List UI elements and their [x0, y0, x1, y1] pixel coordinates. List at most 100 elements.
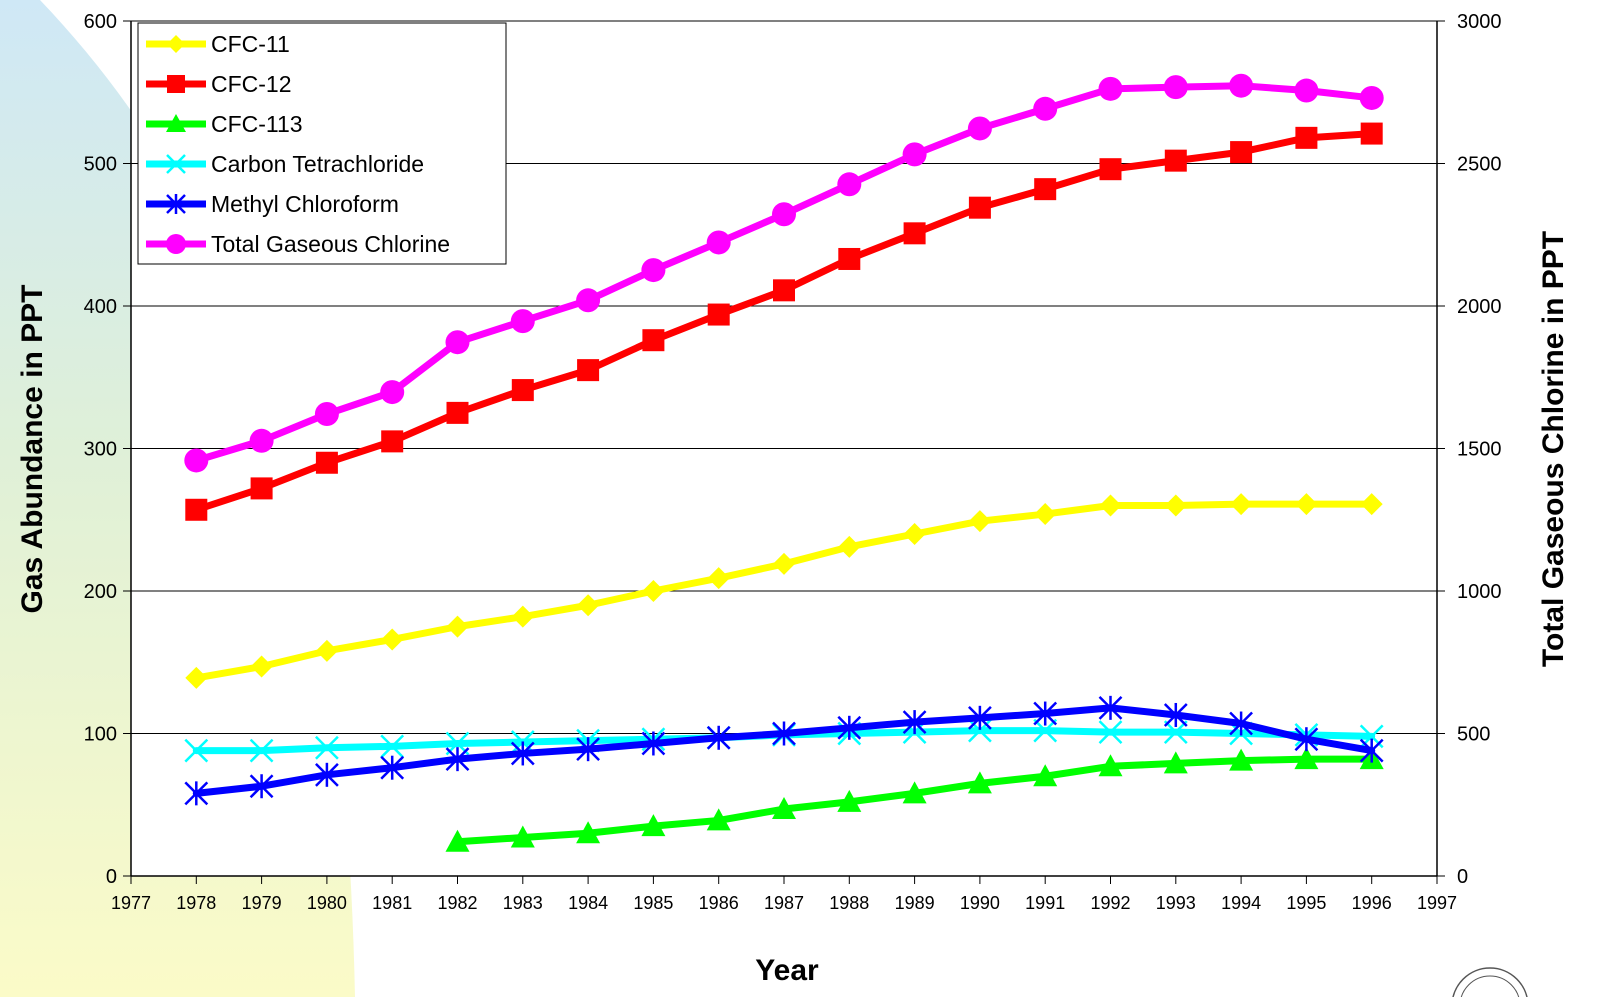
data-point: [1033, 764, 1058, 787]
y-tick-label: 600: [84, 11, 117, 33]
data-point: [968, 510, 991, 533]
data-point: [315, 639, 338, 662]
y2-tick-label: 2500: [1457, 154, 1502, 176]
y2-tick-label: 3000: [1457, 11, 1502, 33]
data-point: [1229, 748, 1254, 771]
data-point: [706, 230, 731, 255]
data-point: [249, 428, 274, 453]
legend-label: CFC-11: [211, 31, 290, 57]
legend-entry: CFC-11: [146, 31, 290, 57]
x-tick-label: 1990: [960, 893, 1000, 913]
data-point: [1163, 75, 1188, 100]
data-point: [380, 755, 405, 780]
data-point: [315, 762, 339, 787]
legend-label: CFC-12: [211, 71, 292, 97]
x-tick-label: 1996: [1352, 893, 1392, 913]
y-tick-label: 500: [84, 154, 117, 176]
x-tick-label: 1987: [764, 893, 804, 913]
x-tick-label: 1980: [307, 893, 347, 913]
data-point: [772, 721, 796, 746]
data-point: [249, 738, 274, 763]
data-point: [1359, 738, 1384, 763]
y-tick-label: 200: [84, 581, 117, 603]
logo-emblem: [1452, 967, 1528, 997]
data-point: [314, 402, 339, 427]
data-point: [1230, 493, 1253, 516]
x-tick-label: 1978: [176, 893, 216, 913]
legend-entry: Total Gaseous Chlorine: [146, 231, 450, 257]
x-tick-label: 1992: [1090, 893, 1130, 913]
series-methyl-chloroform: [184, 695, 1384, 806]
data-point: [1294, 78, 1319, 103]
data-point: [641, 814, 666, 837]
data-point: [1034, 503, 1057, 526]
data-point: [773, 552, 795, 575]
data-point: [1229, 711, 1253, 736]
series-cfc-11: [185, 493, 1383, 689]
data-point: [576, 737, 600, 762]
data-point: [1098, 76, 1123, 101]
data-point: [642, 329, 665, 352]
x-tick-label: 1984: [568, 893, 608, 913]
legend-marker: [166, 234, 186, 254]
legend-entry: CFC-113: [146, 111, 303, 137]
x-tick-label: 1981: [372, 893, 412, 913]
x-tick-label: 1979: [242, 893, 282, 913]
data-point: [1359, 85, 1384, 110]
data-point: [1033, 718, 1058, 743]
data-point: [707, 567, 730, 590]
data-point: [185, 666, 208, 689]
data-point: [1099, 494, 1122, 517]
data-point: [446, 615, 469, 638]
x-tick-label: 1994: [1221, 893, 1261, 913]
data-point: [1163, 751, 1188, 774]
data-point: [510, 741, 535, 766]
data-point: [773, 279, 795, 302]
data-point: [577, 359, 600, 382]
data-point: [1163, 720, 1188, 744]
data-point: [1360, 122, 1383, 145]
data-point: [968, 705, 992, 730]
tick-labels: 0 100 200 300 400 500 600 0 500 1000 1500 2000 2500 3…: [84, 11, 1502, 913]
x-tick-label: 1986: [699, 893, 739, 913]
y-tick-label: 0: [106, 866, 117, 888]
data-point: [1230, 141, 1253, 164]
y-axis-title: Gas Abundance in PPT: [16, 285, 49, 614]
data-point: [1098, 695, 1123, 720]
series-total-gaseous-chlorine: [184, 73, 1384, 473]
data-point: [902, 781, 927, 804]
data-point: [641, 731, 666, 756]
data-point: [380, 734, 405, 759]
x-tick-label: 1995: [1286, 893, 1326, 913]
data-point: [1163, 702, 1188, 727]
data-point: [510, 309, 535, 334]
data-point: [445, 330, 470, 355]
legend: CFC-11 CFC-12 CFC-113 Carbon Tetrachloride M…: [137, 22, 507, 265]
data-point: [577, 594, 600, 617]
data-point: [772, 797, 796, 820]
legend-marker: [166, 114, 186, 132]
data-point: [1229, 73, 1254, 98]
y2-tick-label: 2000: [1457, 296, 1502, 318]
y2-tick-label: 500: [1457, 724, 1490, 746]
data-point: [706, 725, 731, 750]
data-point: [250, 655, 273, 678]
x-tick-label: 1989: [895, 893, 935, 913]
series-cfc-12: [185, 122, 1383, 521]
x-tick-label: 1993: [1156, 893, 1196, 913]
data-point: [641, 258, 666, 283]
data-point: [1295, 493, 1318, 516]
legend-entry: Methyl Chloroform: [146, 191, 399, 217]
legend-marker: [166, 194, 186, 214]
legend-label: CFC-113: [211, 111, 303, 137]
data-point: [184, 448, 209, 473]
data-point: [446, 401, 469, 424]
x-tick-label: 1982: [437, 893, 477, 913]
legend-label: Total Gaseous Chlorine: [211, 231, 450, 257]
data-point: [185, 498, 208, 521]
data-point: [249, 774, 274, 799]
legend-entry: Carbon Tetrachloride: [146, 151, 424, 177]
x-tick-label: 1985: [633, 893, 673, 913]
data-point: [576, 288, 601, 313]
